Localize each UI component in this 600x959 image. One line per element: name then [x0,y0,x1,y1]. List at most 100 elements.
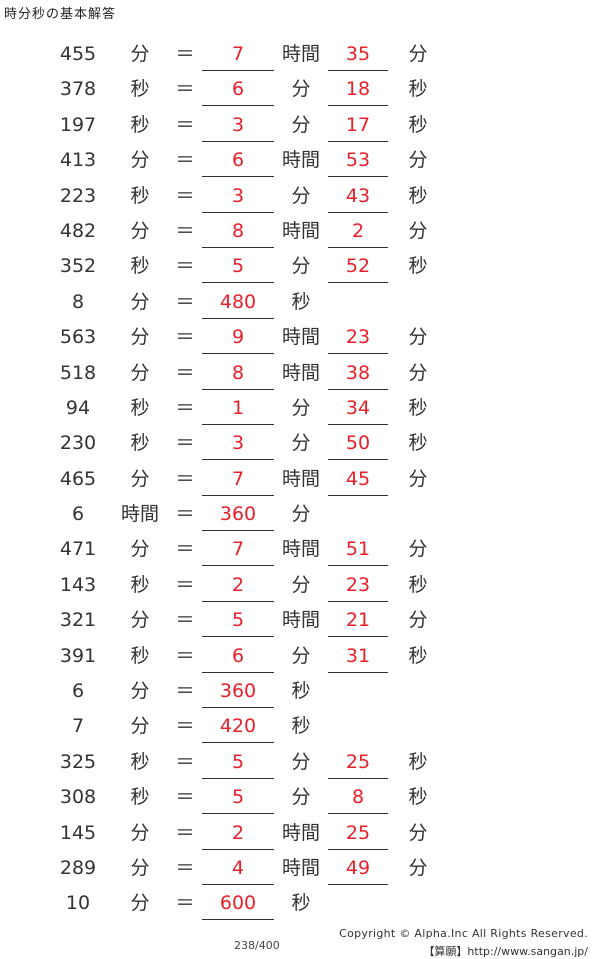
site-link[interactable]: 【算願】http://www.sangan.jp/ [423,945,588,958]
answer-1: 7 [202,42,274,71]
source-unit: 分 [130,149,150,172]
answer-unit-1: 時間 [281,821,320,844]
answer-unit-1: 時間 [281,538,320,561]
problem-number: 94 [65,396,91,419]
answer-unit-2: 分 [408,326,428,349]
answer-unit-2: 秒 [408,750,428,773]
answer-1: 3 [202,431,274,461]
answer-unit-1: 分 [291,396,311,419]
answer-2: 31 [328,644,388,673]
answer-unit-2: 分 [408,538,428,561]
problem-row: 518 分 ＝ 8 時間 38 分 [0,355,600,390]
answer-unit-2: 分 [408,219,428,242]
answer-1: 600 [202,891,274,921]
answer-unit-1: 分 [291,78,311,101]
answer-unit-1: 秒 [291,290,311,313]
problem-number: 325 [59,750,97,773]
answer-2: 34 [328,396,388,425]
answer-unit-1: 分 [291,750,311,773]
problem-row: 325 秒 ＝ 5 分 25 秒 [0,744,600,779]
problem-list: 455 分＝ 7 時間 35 分 378 秒＝ 6 分 18 秒 197 秒＝ 3 分 17 秒 413 分＝ 6 時間 5… [0,36,600,921]
equals-sign: ＝ [175,326,195,349]
source-unit: 秒 [130,184,150,207]
problem-number: 289 [59,856,97,879]
answer-1: 9 [202,325,274,355]
answer-1: 3 [202,184,274,213]
answer-unit-2: 秒 [408,644,428,667]
problem-row: 352 秒 ＝ 5 分 52 秒 [0,248,600,284]
problem-number: 352 [59,255,97,278]
equals-sign: ＝ [175,149,195,172]
answer-unit-2: 分 [408,149,428,172]
problem-number: 308 [59,786,97,809]
problem-number: 6 [71,680,85,703]
equals-sign: ＝ [175,644,195,667]
equals-sign: ＝ [175,609,195,632]
source-unit: 秒 [130,644,150,667]
problem-row: 308 秒＝ 5 分 8 秒 [0,779,600,815]
page-number: 238/400 [234,939,280,952]
problem-number: 563 [59,326,97,349]
equals-sign: ＝ [175,290,195,313]
answer-1: 7 [202,537,274,567]
answer-unit-2: 秒 [408,78,428,101]
answer-unit-2: 分 [408,609,428,632]
answer-unit-2: 秒 [408,396,428,419]
equals-sign: ＝ [175,573,195,596]
answer-2: 49 [328,856,388,885]
equals-sign: ＝ [175,821,195,844]
answer-2 [328,714,388,718]
source-unit: 分 [130,361,150,384]
problem-row: 289 分 ＝ 4 時間 49 分 [0,850,600,885]
problem-number: 8 [71,290,85,313]
answer-unit-2: 秒 [408,255,428,278]
problem-row: 471 分 ＝ 7 時間 51 分 [0,531,600,567]
answer-1: 7 [202,467,274,496]
source-unit: 分 [130,856,150,879]
answer-1: 2 [202,821,274,850]
answer-unit-2: 秒 [408,786,428,809]
answer-2 [328,679,388,683]
equals-sign: ＝ [175,856,195,879]
source-unit: 分 [130,892,150,915]
source-unit: 分 [130,43,150,65]
equals-sign: ＝ [175,538,195,561]
problem-row: 455 分 ＝ 7 時間 35 分 [0,36,600,71]
answer-1: 5 [202,254,274,284]
source-unit: 分 [130,821,150,844]
problem-row: 482 分＝ 8 時間 2 分 [0,213,600,248]
answer-2: 38 [328,361,388,390]
equals-sign: ＝ [175,750,195,773]
answer-unit-1: 時間 [281,326,320,349]
answer-1: 4 [202,856,274,885]
answer-unit-2: 秒 [408,432,428,455]
source-unit: 秒 [130,113,150,136]
answer-2: 51 [328,537,388,567]
answer-2 [328,502,388,506]
equals-sign: ＝ [175,503,195,526]
problem-row: 197 秒 ＝ 3 分 17 秒 [0,107,600,142]
answer-1: 420 [202,714,274,744]
answer-2: 43 [328,184,388,213]
answer-2 [328,290,388,294]
equals-sign: ＝ [175,78,195,101]
answer-2: 8 [328,785,388,815]
answer-1: 480 [202,290,274,319]
answer-unit-2: 秒 [408,184,428,207]
equals-sign: ＝ [175,361,195,384]
answer-unit-1: 時間 [281,149,320,172]
copyright-text: Copyright © Alpha.Inc All Rights Reserve… [339,927,588,940]
source-unit: 分 [130,290,150,313]
problem-number: 7 [71,715,85,738]
answer-unit-2: 分 [408,43,428,65]
source-unit: 分 [130,609,150,632]
answer-unit-1: 時間 [281,856,320,879]
answer-2: 52 [328,254,388,284]
problem-number: 413 [59,149,97,172]
answer-2: 21 [328,608,388,638]
answer-1: 5 [202,750,274,779]
answer-unit-1: 時間 [281,609,320,632]
problem-row: 8 分 ＝ 480 秒 [0,284,600,319]
answer-unit-1: 分 [291,786,311,809]
source-unit: 時間 [120,503,159,526]
